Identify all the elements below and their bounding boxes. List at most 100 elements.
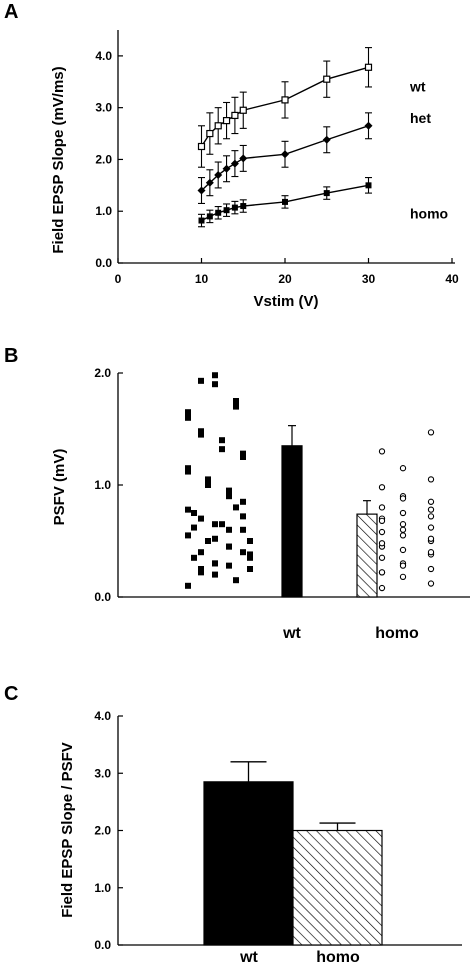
panel-b-point-homo [399,546,407,554]
panel-c-y-tick-label: 2.0 [94,824,111,838]
panel-b-point-wt [233,504,239,511]
panel-b-point-homo [399,562,407,569]
panel-b-point-wt [185,414,191,421]
panel-a-point-het [205,178,214,187]
panel-b-point-homo [399,573,407,580]
panel-a-series-label-het: het [410,110,431,126]
panel-b-y-tick-label: 0.0 [94,590,111,604]
panel-b-point-homo [378,540,386,547]
panel-c-bar-wt [203,781,294,946]
panel-a-y-tick-label: 3.0 [95,101,112,115]
panel-b-point-wt [198,431,204,438]
panel-a-point-homo [282,198,288,205]
panel-b-point-wt [198,515,204,522]
panel-a-series-homo [198,177,372,228]
panel-c-category-wt: wt [239,949,258,966]
panel-b-point-wt [233,403,239,410]
panel-b-point-wt [240,498,246,505]
panel-a-point-homo [223,207,230,214]
panel-b-point-wt [185,468,191,475]
panel-b-point-wt [212,372,218,379]
panel-b-y-tick-label: 2.0 [94,366,111,380]
panel-a-series-het [197,112,373,205]
panel-a-x-tick-label: 0 [115,272,122,286]
panel-b-point-homo [427,565,435,573]
panel-b-point-wt [212,571,218,578]
panel-c-bar-homo [292,829,383,946]
panel-b-bar-wt [281,445,303,598]
panel-a-series-wt [197,47,373,168]
panel-a-y-tick-label: 4.0 [95,49,112,63]
panel-b-point-homo [378,569,386,576]
panel-b-point-homo [399,521,407,528]
panel-c-chart: 0.0 1.0 2.0 3.0 4.0 wt homo Field EPSP Slope … [59,709,462,966]
panel-a-chart: 0.0 1.0 2.0 3.0 4.0 0 10 20 30 40 wt het homo Vsti… [50,30,459,310]
panel-a-point-wt [231,111,239,120]
panel-b-scatter-homo [378,429,435,592]
panel-b-point-wt [219,446,225,453]
panel-b-point-wt [198,428,204,435]
panel-b-chart: 0.0 1.0 2.0 wt homo PSFV (mV) [51,366,470,642]
panel-b-point-wt [247,551,253,558]
panel-a-point-het [230,159,239,168]
panel-b-point-wt [240,450,246,457]
panel-a-x-tick-label: 30 [362,272,376,286]
panel-a-point-het [214,170,223,179]
panel-c-category-homo: homo [316,949,360,966]
panel-b-point-homo [427,476,435,483]
panel-b-point-homo [378,584,386,592]
panel-b-point-wt [205,482,211,488]
panel-b-point-homo [378,504,386,511]
panel-b-point-wt [185,409,191,416]
panel-b-bar-homo [356,513,378,598]
panel-b-point-wt [205,476,211,483]
panel-b-y-tick-label: 1.0 [94,478,111,492]
panel-a-point-wt [239,106,247,114]
panel-a-series-label-wt: wt [409,78,426,94]
panel-b-point-wt [226,562,232,569]
panel-a-point-homo [240,203,247,210]
panel-a-point-wt [197,142,206,151]
panel-b-point-homo [427,580,435,587]
panel-b-point-homo [427,524,435,531]
panel-a-point-homo [231,204,238,211]
panel-a-x-title: Vstim (V) [253,293,318,310]
panel-a-point-homo [198,217,205,224]
panel-b-letter: B [4,345,18,367]
panel-b-y-title: PSFV (mV) [51,449,68,526]
panel-b-category-wt: wt [282,625,301,642]
panel-b-point-wt [191,554,197,561]
panel-a-series-label-homo: homo [410,205,448,221]
panel-b-point-homo [399,532,407,539]
panel-a-point-wt [222,117,231,125]
panel-b-category-homo: homo [375,625,419,642]
panel-a-point-wt [281,96,289,104]
panel-a-x-tick-label: 10 [195,272,209,286]
panel-a-point-wt [323,75,331,83]
panel-c-y-tick-label: 1.0 [94,881,111,895]
panel-b-point-wt [191,524,197,531]
panel-c-y-tick-label: 0.0 [94,938,111,952]
panel-b-point-wt [212,535,218,542]
panel-b-point-wt [191,510,197,516]
panel-a-point-wt [214,122,222,130]
panel-b-point-wt [226,543,232,550]
panel-b-point-wt [247,538,253,544]
panel-a-point-het [281,150,289,159]
panel-a-point-homo [323,190,330,197]
panel-b-point-wt [233,398,239,404]
panel-b-scatter-wt [185,372,253,589]
panel-c-y-tick-label: 4.0 [94,709,111,723]
panel-b-point-wt [212,381,218,388]
panel-c-y-tick-label: 3.0 [94,766,111,780]
panel-b-point-wt [219,437,225,444]
panel-b-point-wt [198,566,204,572]
panel-a-point-het [222,164,231,173]
panel-a-x-tick-label: 40 [445,272,459,286]
panel-b-point-homo [427,506,435,513]
panel-a-point-wt [364,63,373,71]
panel-b-point-wt [185,532,191,539]
panel-b-point-wt [219,521,225,528]
panel-b-point-wt [240,513,246,520]
